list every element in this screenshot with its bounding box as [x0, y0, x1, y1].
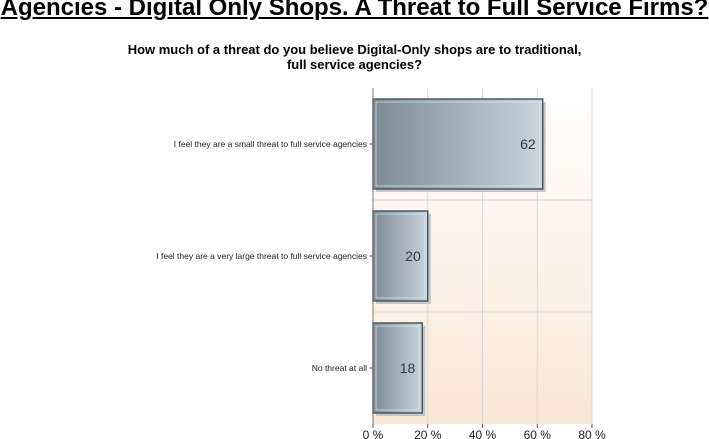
- bar-rect: [372, 322, 424, 414]
- bar-bevel: [375, 325, 420, 411]
- bar-value-label: 62: [520, 136, 536, 152]
- chart-title-line-1: How much of a threat do you believe Digi…: [127, 42, 582, 57]
- x-tick-label: 0 %: [363, 428, 384, 439]
- y-tick-label: No threat at all: [312, 363, 367, 373]
- bar-bevel: [375, 101, 541, 187]
- y-tick-label: I feel they are a small threat to full s…: [174, 139, 367, 149]
- chart-title-line-2: full service agencies?: [286, 57, 423, 72]
- bar-0: 62: [372, 98, 546, 192]
- chart-title: How much of a threat do you believe Digi…: [0, 42, 709, 72]
- bar-bevel: [375, 213, 426, 299]
- bar-rect: [372, 98, 544, 190]
- page-headline: Agencies - Digital Only Shops. A Threat …: [0, 0, 709, 21]
- bar-value-label: 18: [400, 360, 416, 376]
- x-tick-label: 40 %: [469, 428, 497, 439]
- x-tick-label: 80 %: [578, 428, 606, 439]
- x-tick-label: 60 %: [524, 428, 552, 439]
- bar-1: 20: [372, 210, 431, 304]
- y-tick-label: I feel they are a very large threat to f…: [156, 251, 367, 261]
- x-tick-label: 20 %: [414, 428, 442, 439]
- bar-value-label: 20: [405, 248, 421, 264]
- bar-2: 18: [372, 322, 426, 416]
